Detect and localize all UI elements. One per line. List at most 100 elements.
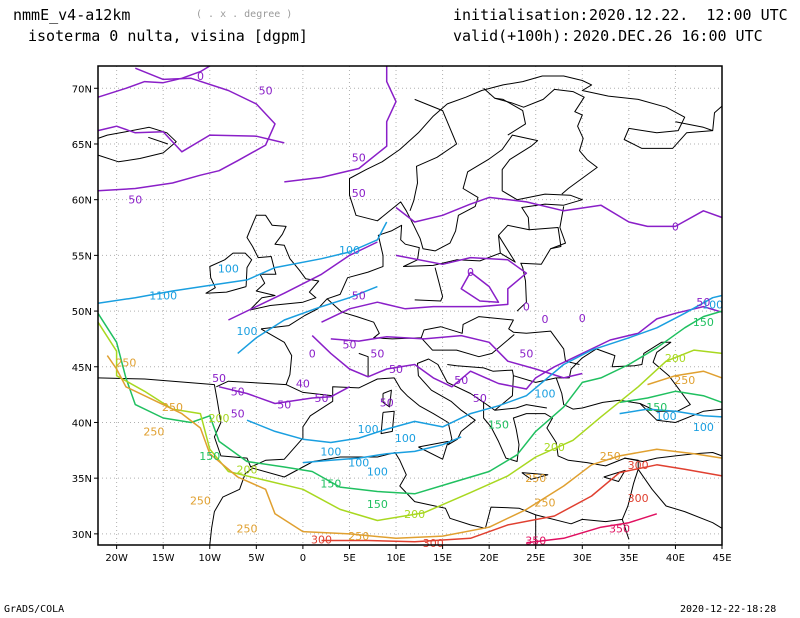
- contour-label: 250: [162, 401, 183, 414]
- contour-0: [97, 65, 211, 98]
- contour-label: 50: [352, 151, 366, 164]
- contour-150: [97, 310, 723, 495]
- contour-label: 150: [693, 316, 714, 329]
- coastline: [639, 403, 723, 423]
- contour-label: 50: [342, 338, 356, 351]
- coastline: [382, 389, 392, 408]
- contour-100: [237, 285, 378, 354]
- contour-label: 200: [209, 412, 230, 425]
- contour-label: 0: [523, 301, 530, 314]
- lon-tick-label: 25E: [526, 553, 545, 564]
- contour-label: 50: [519, 347, 533, 360]
- contour-50: [228, 241, 378, 321]
- contour-label: 50: [212, 372, 226, 385]
- lat-tick-label: 55N: [72, 251, 92, 262]
- contour-label: 250: [348, 530, 369, 543]
- contour-label: 50: [277, 399, 291, 412]
- valid-time: 2020.DEC.26 16:00 UTC: [573, 27, 763, 45]
- contour-label: 50: [389, 363, 403, 376]
- coastline: [326, 298, 580, 365]
- contour-label: 100: [535, 388, 556, 401]
- lat-tick-label: 30N: [72, 530, 92, 541]
- lat-tick-label: 60N: [72, 196, 92, 207]
- coastline: [216, 328, 293, 388]
- contour-label: 100: [367, 465, 388, 478]
- coastline: [414, 267, 444, 302]
- contour-label: 0: [579, 312, 586, 325]
- contour-label: 300: [628, 459, 649, 472]
- contour-350: [526, 513, 658, 544]
- contour-label: 0: [672, 220, 679, 233]
- contour-0: [395, 196, 723, 228]
- coastline: [418, 440, 449, 460]
- contour-50: [311, 305, 723, 390]
- lat-tick-label: 45N: [72, 363, 92, 374]
- lon-tick-label: 20W: [105, 553, 128, 564]
- lat-tick-label: 70N: [72, 84, 92, 95]
- lat-tick-label: 50N: [72, 307, 92, 318]
- lat-tick-label: 40N: [72, 418, 92, 429]
- contour-label: 350: [609, 522, 630, 535]
- contour-label: 250: [237, 522, 258, 535]
- contour-label: 100: [656, 410, 677, 423]
- contour-label: 100: [395, 432, 416, 445]
- lon-tick-label: 15W: [152, 553, 175, 564]
- map-frame: [97, 65, 723, 546]
- coastline: [498, 235, 516, 263]
- lat-tick-label: 35N: [72, 474, 92, 485]
- contour-50: [218, 386, 350, 405]
- contour-0: [460, 271, 500, 303]
- coastline: [516, 206, 566, 312]
- contour-0: [330, 334, 583, 379]
- units-note: ( . x . degree ): [196, 9, 293, 20]
- coastline: [380, 410, 395, 435]
- field-title: isoterma 0 nulta, visina [dgpm]: [28, 27, 308, 45]
- contour-label: 300: [628, 492, 649, 505]
- valid-label: valid(+100h):: [453, 27, 571, 45]
- coastline: [260, 75, 723, 330]
- contour-label: 0: [542, 313, 549, 326]
- contour-label: 250: [674, 374, 695, 387]
- lon-tick-label: 5W: [248, 553, 264, 564]
- lon-tick-label: 45E: [712, 553, 731, 564]
- coastline: [409, 98, 458, 211]
- lon-tick-label: 0: [300, 553, 306, 564]
- contour-label: 200: [237, 463, 258, 476]
- contour-label: 100: [218, 263, 239, 276]
- lon-tick-label: 30E: [573, 553, 592, 564]
- coastline: [494, 97, 526, 136]
- contour-250: [106, 355, 723, 540]
- contour-label: 50: [380, 396, 394, 409]
- contour-label: 150: [320, 478, 341, 491]
- contour-label: 200: [544, 441, 565, 454]
- model-name: nmmE_v4-a12km: [13, 6, 131, 24]
- contour-250: [647, 370, 723, 386]
- contour-label: 50: [128, 194, 142, 207]
- contour-label: 200: [665, 352, 686, 365]
- contour-100: [246, 294, 723, 444]
- contour-label: 0: [309, 347, 316, 360]
- axis-ticks: 20W 15W 10W 5W 0 5E 10E 15E 20E 25E 30E 35E 40E 45E 30…: [72, 84, 732, 564]
- coastline: [521, 472, 549, 480]
- contour-label: 300: [311, 533, 332, 546]
- init-label: initialisation:: [453, 6, 589, 24]
- isotherm-contours: [97, 65, 723, 544]
- coastline: [285, 384, 333, 397]
- contour-label: 50: [231, 408, 245, 421]
- contour-label: 250: [525, 472, 546, 485]
- contour-100: [302, 436, 462, 464]
- coastline: [420, 334, 515, 358]
- coastline: [637, 469, 723, 529]
- contour-label: 250: [600, 450, 621, 463]
- contour-label: 250: [535, 497, 556, 510]
- contour-label: 250: [190, 494, 211, 507]
- contour-label: 50: [231, 385, 245, 398]
- coastline: [555, 341, 691, 412]
- contour-label: 100: [339, 244, 360, 257]
- contour-label: 50: [352, 289, 366, 302]
- contour-label: 200: [404, 508, 425, 521]
- coastline: [483, 87, 598, 195]
- contour-100: [619, 408, 723, 418]
- lon-tick-label: 35E: [619, 553, 638, 564]
